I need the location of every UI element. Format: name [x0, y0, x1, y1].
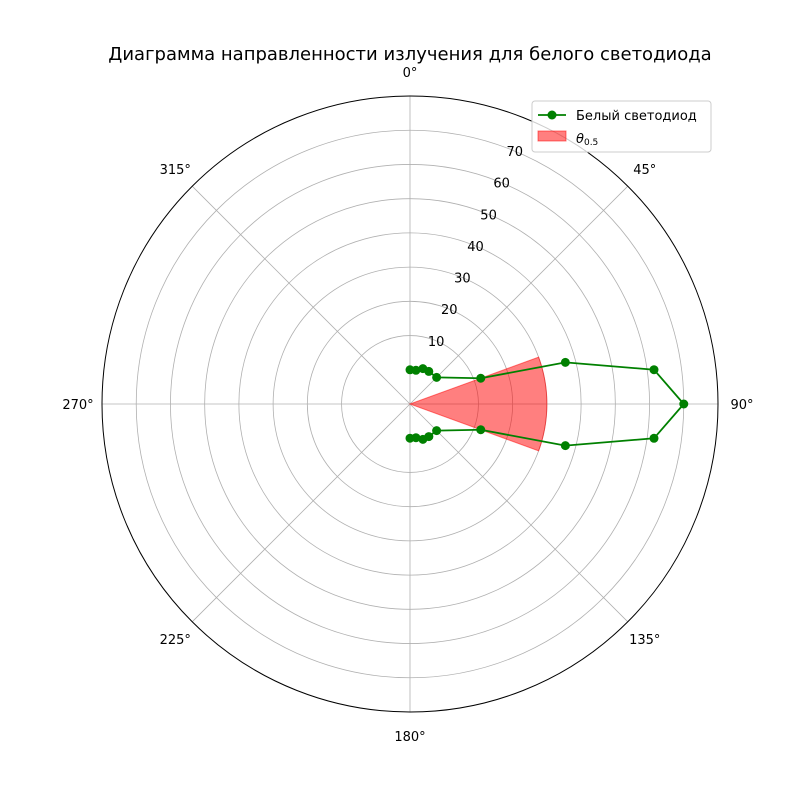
polar-frame: [101, 95, 719, 713]
angular-grid-line: [191, 185, 411, 405]
series-point: [418, 434, 428, 444]
legend: Белый светодиод θ0.5: [531, 100, 712, 153]
legend-frame: [531, 100, 712, 153]
series-point: [424, 366, 434, 376]
radial-tick-label: 30: [454, 272, 471, 287]
legend-series-marker: [547, 110, 557, 120]
angle-tick-label: 180°: [394, 730, 425, 745]
legend-sector-label: θ0.5: [576, 132, 598, 148]
radial-tick-label: 50: [480, 208, 497, 223]
series-layer: [405, 357, 689, 451]
angle-tick-label: 0°: [403, 66, 418, 81]
angle-tick-label: 270°: [62, 398, 93, 413]
series-point: [405, 433, 415, 443]
series-point: [432, 372, 442, 382]
angle-tick-labels: 0° 45° 90° 135° 180° 225° 270° 315°: [62, 66, 753, 745]
series-point: [649, 365, 659, 375]
legend-sector-label-sub: 0.5: [584, 138, 598, 148]
radial-tick-label: 70: [506, 145, 523, 160]
series-point: [411, 365, 421, 375]
legend-sector-swatch: [537, 130, 567, 142]
series-point: [560, 441, 570, 451]
radial-tick-label: 40: [467, 240, 484, 255]
angular-grid-line: [409, 185, 629, 405]
angle-tick-label: 90°: [730, 398, 753, 413]
series-point: [476, 373, 486, 383]
legend-series-label: Белый светодиод: [576, 109, 697, 124]
radial-tick-label: 10: [428, 335, 445, 350]
radial-tick-label: 20: [441, 303, 458, 318]
radial-tick-labels: 10 20 30 40 50 60 70: [428, 145, 523, 350]
angle-tick-label: 135°: [629, 633, 660, 648]
half-intensity-sector: [408, 356, 548, 452]
series-point: [649, 433, 659, 443]
radial-tick-label: 60: [493, 177, 510, 192]
series-point: [560, 357, 570, 367]
half-intensity-sector-layer: [408, 356, 548, 452]
angular-grid-line: [191, 403, 411, 623]
polar-grid: [101, 95, 719, 713]
angle-tick-label: 225°: [160, 633, 191, 648]
series-point: [476, 425, 486, 435]
legend-sector-label-base: θ: [576, 132, 584, 147]
chart-title: Диаграмма направленности излучения для б…: [108, 44, 711, 65]
series-point: [679, 399, 689, 409]
angular-grid-line: [409, 403, 629, 623]
angle-tick-label: 45°: [633, 163, 656, 178]
angle-tick-label: 315°: [160, 163, 191, 178]
series-point: [432, 426, 442, 436]
